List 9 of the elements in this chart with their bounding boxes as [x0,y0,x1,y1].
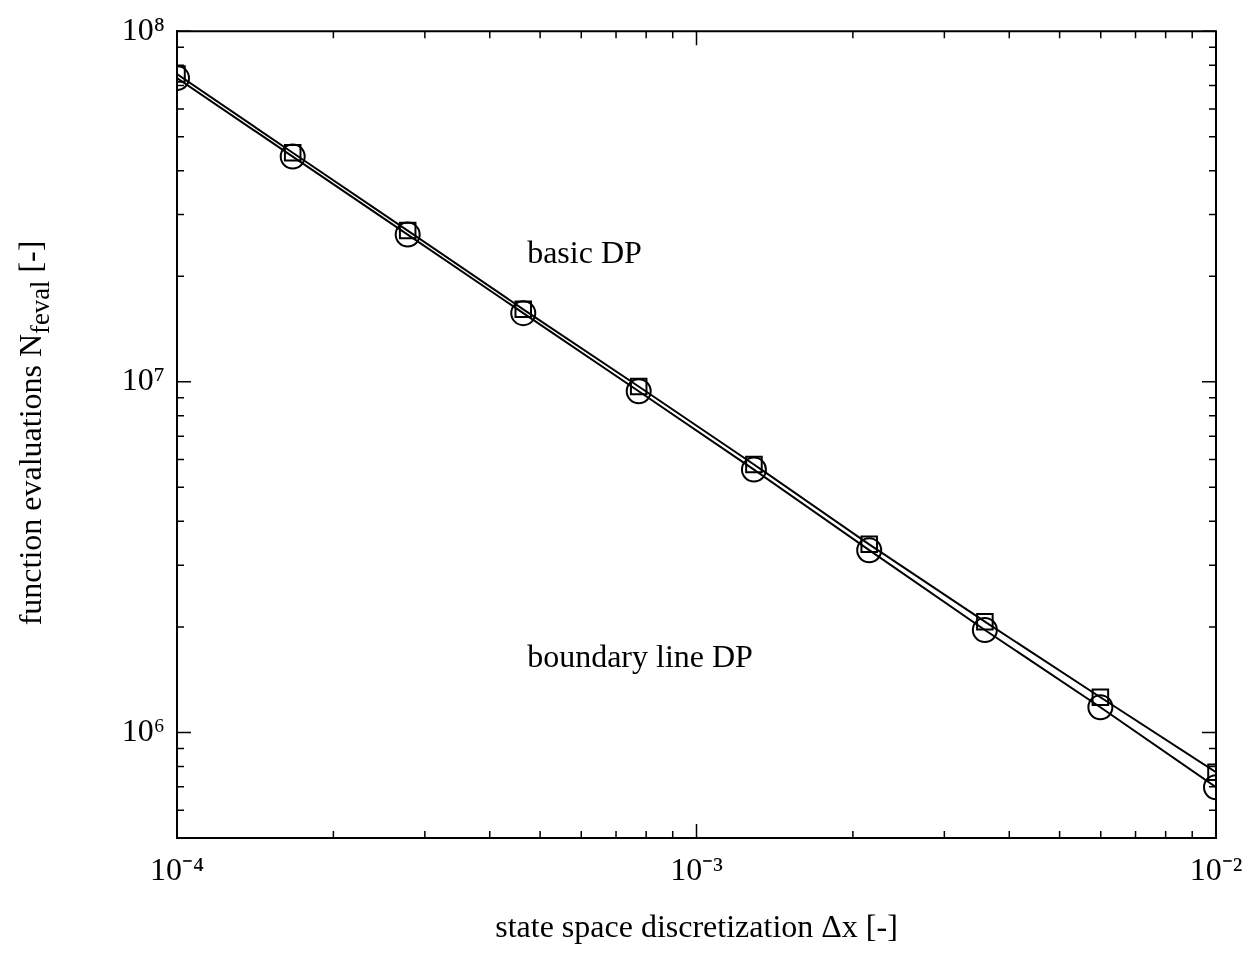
x-axis-title: state space discretization Δx [-] [494,908,899,945]
x-tick-label: 10⁻² [1189,850,1243,887]
annotation: boundary line DP [527,638,753,675]
y-tick-label: 10⁷ [121,361,165,398]
x-tick-label: 10⁻³ [670,850,723,887]
x-tick-label: 10⁻⁴ [149,850,205,887]
y-tick-label: 10⁸ [121,10,165,47]
annotation: basic DP [527,234,642,271]
y-tick-label: 10⁶ [121,711,165,748]
